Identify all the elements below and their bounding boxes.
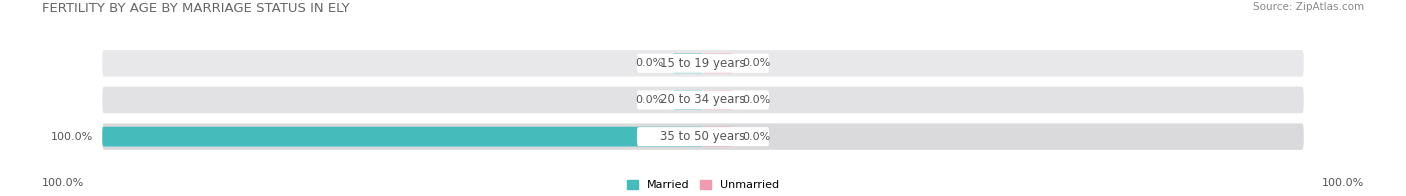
Text: 0.0%: 0.0%	[742, 95, 770, 105]
Text: 100.0%: 100.0%	[1322, 178, 1364, 188]
Text: 15 to 19 years: 15 to 19 years	[661, 57, 745, 70]
FancyBboxPatch shape	[673, 53, 703, 73]
FancyBboxPatch shape	[637, 127, 769, 146]
FancyBboxPatch shape	[637, 54, 769, 73]
Text: 0.0%: 0.0%	[636, 95, 664, 105]
FancyBboxPatch shape	[103, 127, 703, 147]
FancyBboxPatch shape	[103, 87, 1303, 113]
Text: Source: ZipAtlas.com: Source: ZipAtlas.com	[1253, 2, 1364, 12]
FancyBboxPatch shape	[103, 50, 1303, 76]
Text: 100.0%: 100.0%	[51, 132, 93, 142]
Text: 35 to 50 years: 35 to 50 years	[661, 130, 745, 143]
Text: 100.0%: 100.0%	[42, 178, 84, 188]
FancyBboxPatch shape	[637, 90, 769, 110]
FancyBboxPatch shape	[703, 53, 733, 73]
Text: 0.0%: 0.0%	[742, 58, 770, 68]
FancyBboxPatch shape	[703, 90, 733, 110]
FancyBboxPatch shape	[673, 90, 703, 110]
FancyBboxPatch shape	[703, 127, 733, 147]
Text: 20 to 34 years: 20 to 34 years	[661, 93, 745, 106]
Text: FERTILITY BY AGE BY MARRIAGE STATUS IN ELY: FERTILITY BY AGE BY MARRIAGE STATUS IN E…	[42, 2, 350, 15]
Legend: Married, Unmarried: Married, Unmarried	[627, 180, 779, 191]
Text: 0.0%: 0.0%	[742, 132, 770, 142]
Text: 0.0%: 0.0%	[636, 58, 664, 68]
FancyBboxPatch shape	[103, 123, 1303, 150]
